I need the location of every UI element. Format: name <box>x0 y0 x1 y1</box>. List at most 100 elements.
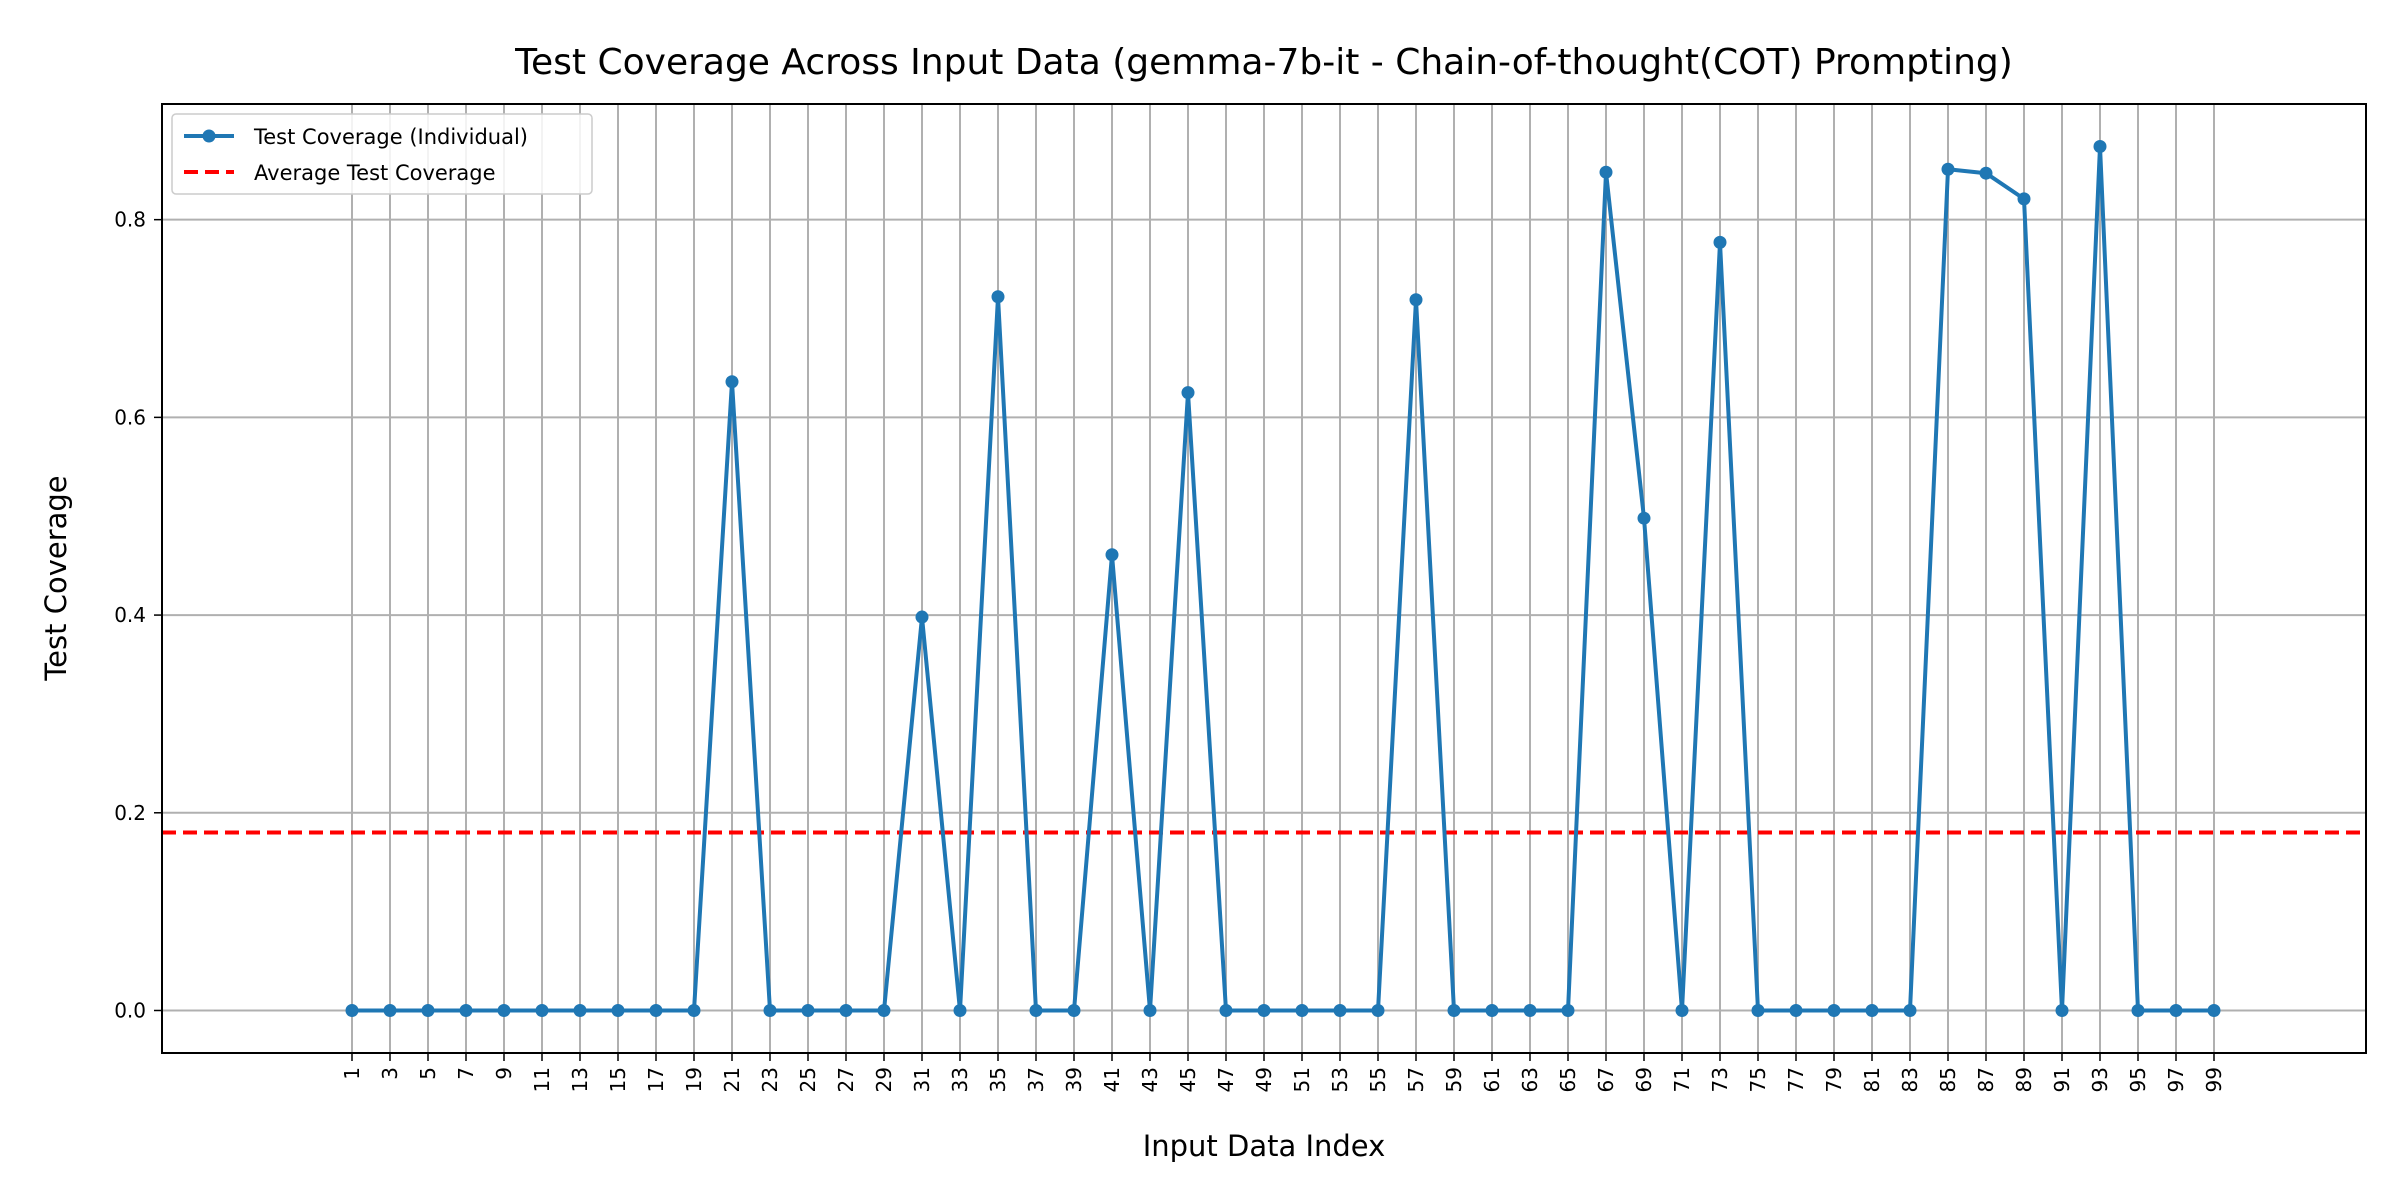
data-point <box>1865 1003 1879 1017</box>
x-tick-label: 15 <box>606 1067 630 1092</box>
x-tick-label: 43 <box>1138 1067 1162 1092</box>
data-point <box>2207 1003 2221 1017</box>
x-tick-label: 41 <box>1100 1067 1124 1092</box>
x-tick-label: 63 <box>1518 1067 1542 1092</box>
x-tick-label: 47 <box>1214 1067 1238 1092</box>
x-tick-label: 99 <box>2202 1067 2226 1092</box>
x-tick-label: 79 <box>1822 1067 1846 1092</box>
data-point <box>1219 1003 1233 1017</box>
y-tick-label: 0.4 <box>114 603 146 627</box>
data-point <box>1105 548 1119 562</box>
x-tick-label: 37 <box>1024 1067 1048 1092</box>
x-tick-label: 73 <box>1708 1067 1732 1092</box>
x-tick-label: 27 <box>834 1067 858 1092</box>
data-point <box>1485 1003 1499 1017</box>
x-tick-label: 35 <box>986 1067 1010 1092</box>
data-point <box>1067 1003 1081 1017</box>
x-tick-label: 81 <box>1860 1067 1884 1092</box>
data-point <box>1447 1003 1461 1017</box>
y-axis-label: Test Coverage <box>39 475 73 681</box>
data-point <box>1637 511 1651 525</box>
x-tick-label: 9 <box>492 1067 516 1080</box>
data-point <box>801 1003 815 1017</box>
data-point <box>1333 1003 1347 1017</box>
data-point <box>459 1003 473 1017</box>
x-tick-label: 11 <box>530 1067 554 1092</box>
x-tick-label: 87 <box>1974 1067 1998 1092</box>
x-tick-label: 51 <box>1290 1067 1314 1092</box>
x-tick-label: 55 <box>1366 1067 1390 1092</box>
x-tick-label: 67 <box>1594 1067 1618 1092</box>
x-tick-label: 23 <box>758 1067 782 1092</box>
x-tick-label: 75 <box>1746 1067 1770 1092</box>
x-tick-label: 31 <box>910 1067 934 1092</box>
y-axis-ticks: 0.0 0.2 0.4 0.6 0.8 <box>114 208 162 1022</box>
data-point <box>2169 1003 2183 1017</box>
data-point <box>1941 162 1955 176</box>
data-point <box>421 1003 435 1017</box>
data-point <box>763 1003 777 1017</box>
x-tick-label: 13 <box>568 1067 592 1092</box>
legend-marker-individual <box>202 129 216 143</box>
data-point <box>2131 1003 2145 1017</box>
x-tick-label: 53 <box>1328 1067 1352 1092</box>
legend-label-individual: Test Coverage (Individual) <box>253 125 528 149</box>
x-tick-label: 93 <box>2088 1067 2112 1092</box>
x-tick-label: 3 <box>378 1067 402 1080</box>
data-point <box>573 1003 587 1017</box>
data-point <box>1979 166 1993 180</box>
x-tick-label: 83 <box>1898 1067 1922 1092</box>
data-point <box>535 1003 549 1017</box>
x-tick-label: 59 <box>1442 1067 1466 1092</box>
data-point <box>383 1003 397 1017</box>
x-tick-label: 77 <box>1784 1067 1808 1092</box>
x-tick-label: 19 <box>682 1067 706 1092</box>
x-axis-ticks: 1 3 5 7 9 11 13 15 17 19 21 23 25 27 29 31 33 35 37 39 41 43 4… <box>340 1053 2226 1092</box>
x-tick-label: 71 <box>1670 1067 1694 1092</box>
data-point <box>1789 1003 1803 1017</box>
series-layer <box>345 140 2221 1017</box>
data-point <box>687 1003 701 1017</box>
data-point <box>1029 1003 1043 1017</box>
data-point <box>1409 293 1423 307</box>
data-point <box>611 1003 625 1017</box>
legend-box <box>171 113 593 195</box>
data-point <box>2017 192 2031 206</box>
x-tick-label: 33 <box>948 1067 972 1092</box>
data-point <box>649 1003 663 1017</box>
x-axis-label: Input Data Index <box>1143 1129 1386 1163</box>
data-point <box>1523 1003 1537 1017</box>
x-tick-label: 91 <box>2050 1067 2074 1092</box>
data-point <box>1599 165 1613 179</box>
data-point <box>2093 140 2107 154</box>
data-point <box>2055 1003 2069 1017</box>
data-point <box>991 290 1005 304</box>
data-point <box>725 375 739 389</box>
x-tick-label: 89 <box>2012 1067 2036 1092</box>
y-tick-label: 0.6 <box>114 405 146 429</box>
data-point <box>1561 1003 1575 1017</box>
data-point <box>1371 1003 1385 1017</box>
x-tick-label: 39 <box>1062 1067 1086 1092</box>
x-tick-label: 45 <box>1176 1067 1200 1092</box>
data-point <box>1827 1003 1841 1017</box>
data-point <box>1257 1003 1271 1017</box>
x-tick-label: 1 <box>340 1067 364 1080</box>
grid-lines <box>162 104 2366 1053</box>
data-point <box>1751 1003 1765 1017</box>
y-tick-label: 0.8 <box>114 208 146 232</box>
x-tick-label: 7 <box>454 1067 478 1080</box>
data-point <box>839 1003 853 1017</box>
data-point <box>1713 235 1727 249</box>
data-point <box>345 1003 359 1017</box>
data-point <box>1903 1003 1917 1017</box>
chart-title: Test Coverage Across Input Data (gemma-7… <box>514 42 2013 83</box>
data-point <box>953 1003 967 1017</box>
x-tick-label: 85 <box>1936 1067 1960 1092</box>
y-tick-label: 0.2 <box>114 801 146 825</box>
x-tick-label: 49 <box>1252 1067 1276 1092</box>
y-tick-label: 0.0 <box>114 998 146 1022</box>
x-tick-label: 29 <box>872 1067 896 1092</box>
x-tick-label: 25 <box>796 1067 820 1092</box>
